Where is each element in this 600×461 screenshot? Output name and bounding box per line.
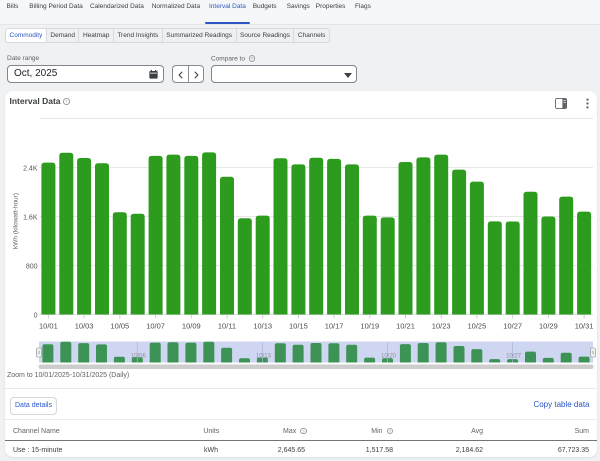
svg-text:0: 0	[34, 313, 38, 320]
svg-text:10/15: 10/15	[289, 322, 308, 331]
svg-text:10/19: 10/19	[360, 322, 379, 331]
svg-text:kWh (kilowatt-hour): kWh (kilowatt-hour)	[13, 193, 20, 249]
svg-text:10/05: 10/05	[110, 322, 129, 331]
svg-text:10/31: 10/31	[575, 322, 594, 331]
svg-text:10/03: 10/03	[75, 322, 94, 331]
svg-text:10/29: 10/29	[539, 322, 558, 331]
svg-text:800: 800	[26, 264, 38, 271]
svg-text:10/17: 10/17	[325, 322, 344, 331]
svg-text:10/27: 10/27	[503, 322, 522, 331]
svg-text:10/09: 10/09	[182, 322, 201, 331]
svg-text:1.6K: 1.6K	[23, 215, 38, 222]
svg-text:10/01: 10/01	[39, 322, 58, 331]
svg-text:10/06: 10/06	[131, 354, 147, 360]
svg-text:10/23: 10/23	[432, 322, 451, 331]
svg-text:2.4K: 2.4K	[23, 166, 38, 173]
svg-text:10/13: 10/13	[256, 354, 272, 360]
svg-text:10/13: 10/13	[253, 322, 272, 331]
svg-text:10/11: 10/11	[218, 322, 236, 331]
svg-text:10/21: 10/21	[396, 322, 415, 331]
svg-text:10/07: 10/07	[146, 322, 165, 331]
svg-text:10/27: 10/27	[506, 354, 522, 360]
svg-text:10/20: 10/20	[381, 354, 397, 360]
svg-text:10/25: 10/25	[468, 322, 487, 331]
